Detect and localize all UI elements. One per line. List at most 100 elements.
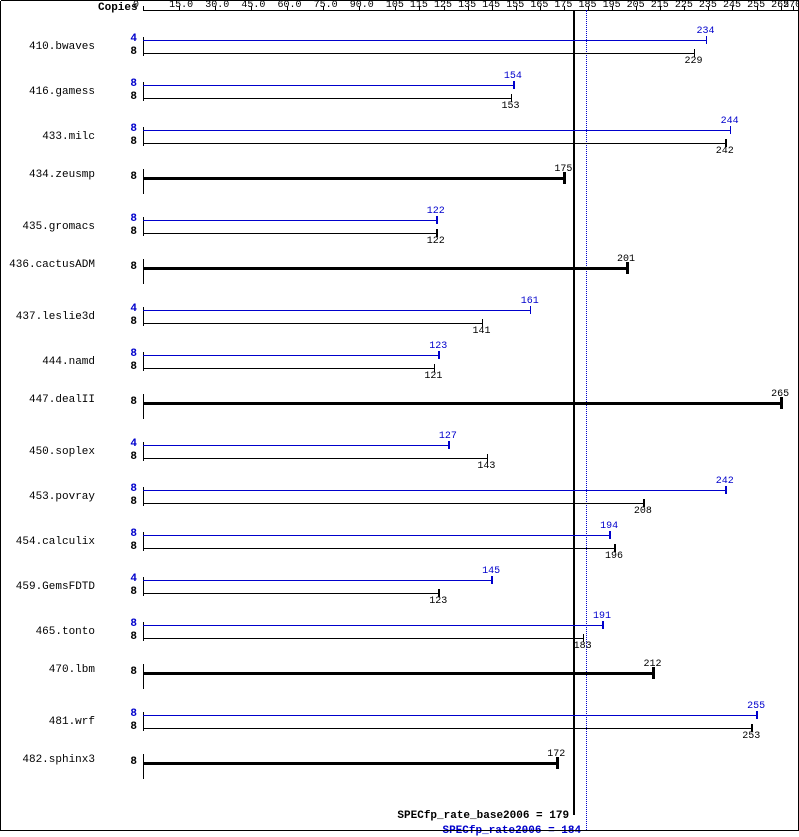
axis-tick-label: 155 — [506, 0, 524, 11]
benchmark-name: 454.calculix — [5, 536, 95, 548]
base-copies: 8 — [130, 721, 137, 733]
benchmark-name: 434.zeusmp — [5, 169, 95, 181]
base-value-label: 253 — [742, 731, 760, 742]
base-copies: 8 — [130, 316, 137, 328]
peak-copies: 8 — [130, 213, 137, 225]
base-value-label: 183 — [574, 641, 592, 652]
axis-tick-label: 225 — [675, 0, 693, 11]
peak-value-label: 123 — [429, 341, 447, 352]
peak-copies: 8 — [130, 348, 137, 360]
axis-tick-label: 215 — [651, 0, 669, 11]
peak-value-label: 242 — [716, 476, 734, 487]
axis-tick-label: 45.0 — [241, 0, 265, 11]
axis-tick-label: 60.0 — [277, 0, 301, 11]
base-copies: 8 — [130, 226, 137, 238]
benchmark-name: 435.gromacs — [5, 221, 95, 233]
base-copies: 8 — [130, 396, 137, 408]
axis-tick-label: 115 — [410, 0, 428, 11]
benchmark-name: 453.povray — [5, 491, 95, 503]
base-value-label: 172 — [547, 749, 565, 760]
base-value-label: 121 — [424, 371, 442, 382]
base-copies: 8 — [130, 171, 137, 183]
axis-tick-label: 135 — [458, 0, 476, 11]
base-value-label: 153 — [501, 101, 519, 112]
base-value-label: 208 — [634, 506, 652, 517]
base-copies: 8 — [130, 261, 137, 273]
benchmark-name: 459.GemsFDTD — [5, 581, 95, 593]
peak-value-label: 255 — [747, 701, 765, 712]
axis-tick-label: 30.0 — [205, 0, 229, 11]
base-copies: 8 — [130, 631, 137, 643]
base-value-label: 141 — [473, 326, 491, 337]
base-score-label: SPECfp_rate_base2006 = 179 — [397, 810, 569, 822]
axis-tick-label: 145 — [482, 0, 500, 11]
peak-copies: 4 — [130, 573, 137, 585]
peak-value-label: 127 — [439, 431, 457, 442]
axis-tick-label: 75.0 — [314, 0, 338, 11]
base-value-label: 122 — [427, 236, 445, 247]
base-value-label: 229 — [684, 56, 702, 67]
peak-copies: 4 — [130, 438, 137, 450]
base-copies: 8 — [130, 136, 137, 148]
base-copies: 8 — [130, 46, 137, 58]
benchmark-name: 416.gamess — [5, 86, 95, 98]
base-copies: 8 — [130, 666, 137, 678]
axis-tick-label: 165 — [530, 0, 548, 11]
axis-tick-label: 205 — [627, 0, 645, 11]
peak-value-label: 122 — [427, 206, 445, 217]
peak-score-label: SPECfp_rate2006 = 184 — [442, 825, 581, 837]
axis-tick-label: 195 — [603, 0, 621, 11]
benchmark-name: 481.wrf — [5, 716, 95, 728]
peak-value-label: 154 — [504, 71, 522, 82]
benchmark-name: 410.bwaves — [5, 41, 95, 53]
spec-chart: Copies015.030.045.060.075.090.0105115125… — [0, 0, 799, 831]
axis-tick-label: 105 — [386, 0, 404, 11]
benchmark-name: 436.cactusADM — [5, 259, 95, 271]
base-value-label: 242 — [716, 146, 734, 157]
base-copies: 8 — [130, 756, 137, 768]
benchmark-name: 433.milc — [5, 131, 95, 143]
base-value-label: 201 — [617, 254, 635, 265]
base-value-label: 175 — [554, 164, 572, 175]
base-value-label: 212 — [644, 659, 662, 670]
base-copies: 8 — [130, 541, 137, 553]
benchmark-name: 437.leslie3d — [5, 311, 95, 323]
base-copies: 8 — [130, 586, 137, 598]
peak-copies: 8 — [130, 528, 137, 540]
axis-tick-label: 15.0 — [169, 0, 193, 11]
benchmark-name: 465.tonto — [5, 626, 95, 638]
peak-copies: 4 — [130, 33, 137, 45]
axis-tick-label: 90.0 — [350, 0, 374, 11]
base-value-label: 196 — [605, 551, 623, 562]
base-value-label: 123 — [429, 596, 447, 607]
axis-tick-label: 0 — [133, 0, 139, 11]
axis-tick-label: 185 — [578, 0, 596, 11]
peak-value-label: 194 — [600, 521, 618, 532]
base-copies: 8 — [130, 496, 137, 508]
base-copies: 8 — [130, 361, 137, 373]
axis-tick-label: 255 — [747, 0, 765, 11]
axis-tick-label: 235 — [699, 0, 717, 11]
peak-value-label: 244 — [721, 116, 739, 127]
peak-value-label: 234 — [696, 26, 714, 37]
peak-copies: 4 — [130, 303, 137, 315]
peak-value-label: 145 — [482, 566, 500, 577]
axis-tick-label: 175 — [554, 0, 572, 11]
peak-copies: 8 — [130, 483, 137, 495]
peak-copies: 8 — [130, 618, 137, 630]
peak-value-label: 161 — [521, 296, 539, 307]
axis-tick-label: 270 — [783, 0, 799, 11]
base-copies: 8 — [130, 451, 137, 463]
axis-tick-label: 125 — [434, 0, 452, 11]
benchmark-name: 444.namd — [5, 356, 95, 368]
peak-copies: 8 — [130, 78, 137, 90]
benchmark-name: 450.soplex — [5, 446, 95, 458]
axis-tick-label: 245 — [723, 0, 741, 11]
base-value-label: 143 — [477, 461, 495, 472]
benchmark-name: 482.sphinx3 — [5, 754, 95, 766]
benchmark-name: 447.dealII — [5, 394, 95, 406]
peak-value-label: 191 — [593, 611, 611, 622]
benchmark-name: 470.lbm — [5, 664, 95, 676]
base-value-label: 265 — [771, 389, 789, 400]
peak-copies: 8 — [130, 123, 137, 135]
